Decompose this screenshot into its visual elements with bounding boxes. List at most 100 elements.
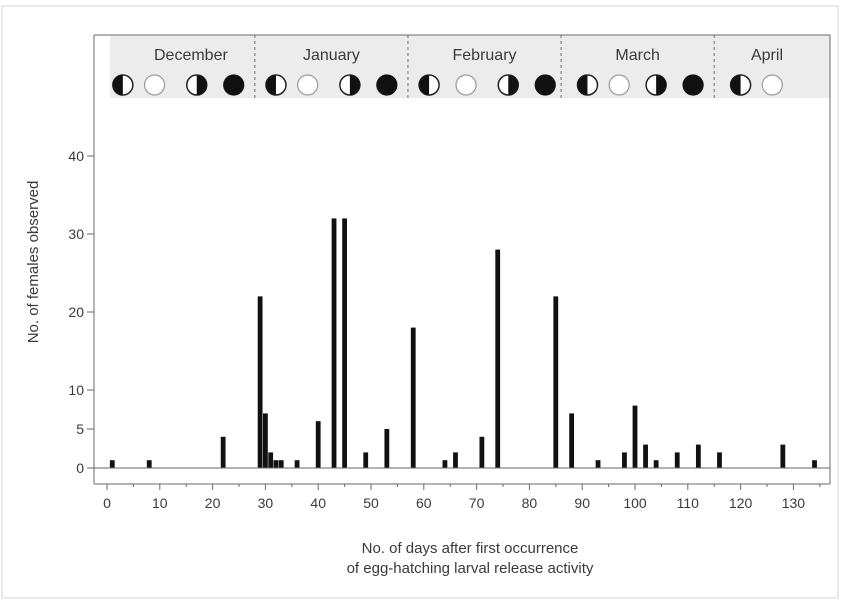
y-tick-label: 0: [76, 460, 84, 476]
moon-new-icon: [376, 74, 398, 96]
month-label: February: [453, 47, 517, 64]
moon-full-icon: [455, 74, 477, 96]
moon-dark-half: [730, 75, 741, 95]
moon-dark-half: [419, 75, 430, 95]
x-tick-label: 70: [469, 495, 485, 511]
moon-full-icon: [761, 74, 783, 96]
bar: [410, 327, 416, 468]
moon-disc: [682, 74, 704, 96]
bar: [268, 452, 274, 468]
bar: [453, 452, 458, 468]
y-axis-label: No. of females observed: [25, 181, 42, 344]
moon-full-icon: [297, 74, 319, 96]
bar: [569, 413, 575, 468]
bar: [780, 444, 786, 468]
x-tick-label: 0: [103, 495, 111, 511]
bar: [109, 460, 115, 468]
x-tick-label: 20: [205, 495, 221, 511]
month-label: January: [303, 47, 360, 64]
bar: [257, 296, 263, 468]
bar: [273, 460, 279, 468]
axes-group: [87, 34, 831, 490]
bar: [695, 444, 701, 468]
x-tick-label: 80: [522, 495, 538, 511]
moon-first-quarter-icon: [265, 74, 287, 96]
moon-last-quarter-icon: [339, 74, 361, 96]
bar: [479, 436, 485, 468]
bar: [442, 460, 448, 468]
moon-full-icon: [608, 74, 630, 96]
x-tick-label: 110: [677, 495, 700, 511]
x-tick-label: 40: [310, 495, 326, 511]
y-tick-label: 20: [68, 304, 84, 320]
bar: [632, 405, 638, 468]
x-tick-label: 50: [363, 495, 379, 511]
bar: [263, 413, 268, 468]
axis-labels-group: 0 10 20 30 40 50 60 70 80 90 100 110 120 130 0 5 10 20 30 4…: [25, 148, 805, 577]
y-tick-label: 30: [68, 226, 84, 242]
bars-group: [109, 218, 817, 468]
bar: [363, 452, 369, 468]
x-tick-label: 120: [729, 495, 753, 511]
y-tick-label: 10: [68, 382, 84, 398]
month-label: April: [751, 47, 783, 64]
moon-first-quarter-icon: [576, 74, 599, 96]
y-tick-label: 40: [68, 148, 84, 164]
moon-last-quarter-icon: [497, 74, 520, 96]
moon-new-icon: [682, 74, 704, 96]
moon-disc: [223, 74, 245, 96]
moon-dark-half: [265, 75, 276, 95]
moon-full-icon: [143, 74, 166, 96]
moon-dark-half: [196, 75, 207, 95]
bar: [278, 460, 284, 468]
bar: [342, 218, 347, 468]
bar: [653, 460, 659, 468]
x-tick-label: 90: [574, 495, 590, 511]
bar: [220, 436, 226, 468]
moon-new-icon: [534, 74, 556, 96]
month-label: December: [154, 47, 228, 64]
moon-last-quarter-icon: [645, 74, 667, 96]
moon-new-icon: [223, 74, 245, 96]
moon-disc: [376, 74, 398, 96]
y-tick-label: 5: [76, 421, 84, 437]
bar: [331, 218, 337, 468]
bar: [812, 460, 817, 468]
moon-first-quarter-icon: [112, 74, 134, 96]
x-tick-label: 10: [152, 495, 168, 511]
bar: [622, 452, 627, 468]
bar: [717, 452, 722, 468]
moon-outline: [761, 74, 783, 96]
moon-dark-half: [508, 75, 519, 95]
month-label: March: [615, 47, 659, 64]
bar: [553, 296, 559, 468]
moon-first-quarter-icon: [729, 74, 752, 96]
x-axis-label-line: of egg-hatching larval release activity: [347, 560, 594, 577]
bar: [315, 421, 321, 468]
moon-dark-half: [656, 75, 667, 95]
bar: [146, 460, 152, 468]
x-tick-label: 100: [623, 495, 647, 511]
moon-first-quarter-icon: [418, 74, 440, 96]
moon-outline: [297, 74, 319, 96]
bar: [674, 452, 680, 468]
x-tick-label: 60: [416, 495, 432, 511]
x-tick-label: 30: [258, 495, 274, 511]
x-tick-label: 130: [782, 495, 806, 511]
moon-outline: [143, 74, 166, 96]
moon-disc: [534, 74, 556, 96]
bar: [643, 444, 648, 468]
moon-outline: [608, 74, 630, 96]
bar: [384, 429, 390, 468]
moon-dark-half: [577, 75, 588, 95]
moon-last-quarter-icon: [186, 74, 208, 96]
bar: [495, 249, 501, 468]
figure-border: [1, 5, 839, 599]
bar: [294, 460, 300, 468]
moon-dark-half: [349, 75, 360, 95]
moon-phase-header: December January February March April: [110, 35, 830, 98]
x-axis-label-line: No. of days after first occurrence: [362, 540, 579, 557]
bar: [595, 460, 601, 468]
